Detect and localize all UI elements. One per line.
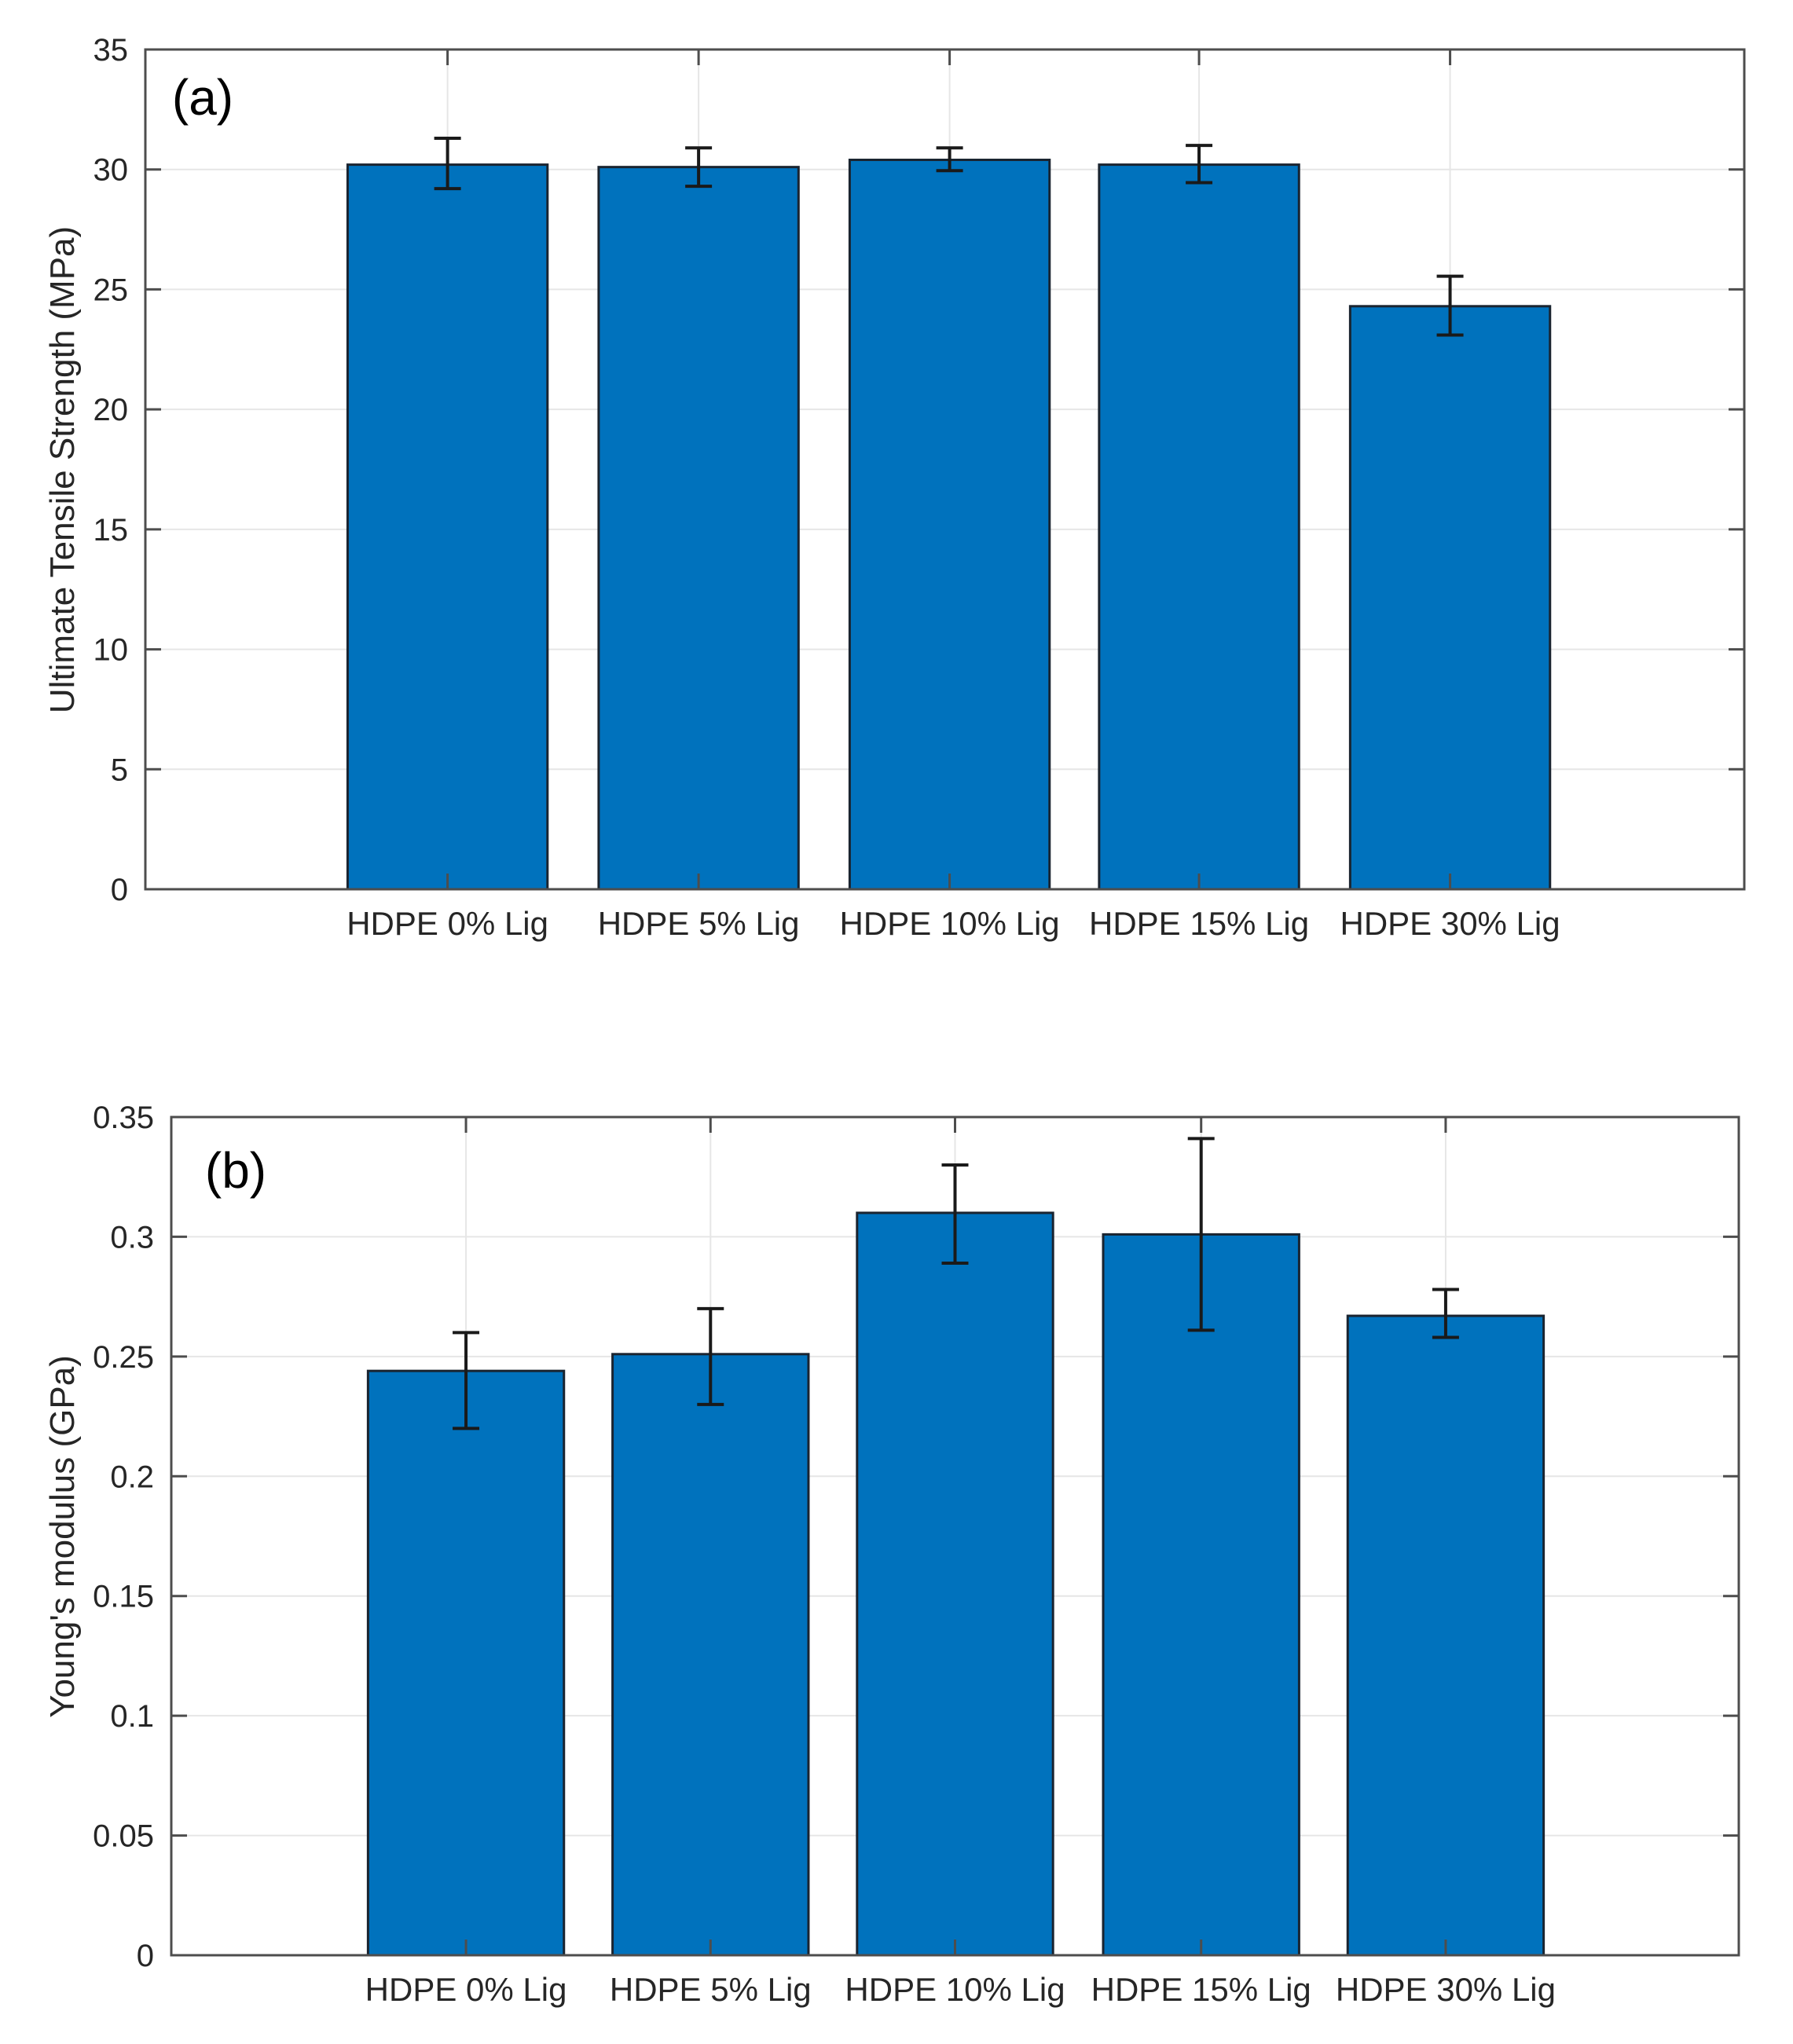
- y-tick-label: 15: [94, 513, 129, 548]
- error-bar-hdpe-0-lig: [453, 1331, 480, 1430]
- bar-hdpe-10-lig: [848, 158, 1051, 891]
- y-tick-label: 0.3: [110, 1220, 154, 1255]
- error-bar-hdpe-10-lig: [941, 1163, 969, 1265]
- error-bar-hdpe-30-lig: [1432, 1288, 1459, 1339]
- axes-frame: [144, 48, 1746, 891]
- bar-hdpe-10-lig: [856, 1211, 1054, 1957]
- bar-hdpe-15-lig: [1098, 163, 1300, 891]
- y-tick-label: 0: [137, 1939, 154, 1973]
- error-bar-hdpe-10-lig: [936, 146, 963, 173]
- bar-hdpe-15-lig: [1102, 1233, 1300, 1957]
- x-tick-label: HDPE 10% Lig: [840, 905, 1060, 942]
- panel-b: 0 0.05 0.1 0.15 0.2 0.25 0.3 0.35 HDPE 0% Lig HDP…: [93, 1101, 1740, 2008]
- panel-a-label: (a): [172, 69, 233, 126]
- error-bar-hdpe-15-lig: [1186, 144, 1213, 185]
- x-tick-label: HDPE 0% Lig: [365, 1971, 567, 2008]
- x-tick-label: HDPE 5% Lig: [598, 905, 800, 942]
- y-tick-label: 5: [111, 753, 128, 787]
- error-bar-hdpe-15-lig: [1187, 1137, 1215, 1332]
- y-tick-label: 0.05: [93, 1819, 154, 1854]
- bar-hdpe-5-lig: [611, 1353, 810, 1957]
- error-bar-hdpe-0-lig: [434, 137, 461, 191]
- bar-hdpe-30-lig: [1348, 305, 1552, 891]
- y-tick-label: 0: [111, 873, 128, 907]
- error-bar-hdpe-5-lig: [685, 146, 713, 189]
- x-tick-label: HDPE 30% Lig: [1336, 1971, 1556, 2008]
- bar-hdpe-5-lig: [597, 166, 800, 891]
- y-tick-label: 35: [94, 33, 129, 68]
- y-tick-label: 25: [94, 273, 129, 307]
- y-tick-label: 0.2: [110, 1460, 154, 1494]
- panel-b-y-axis-label: Young's modulus (GPa): [43, 1355, 82, 1718]
- bar-hdpe-0-lig: [346, 163, 549, 891]
- x-tick-label: HDPE 30% Lig: [1340, 905, 1560, 942]
- x-tick-label: HDPE 15% Lig: [1089, 905, 1309, 942]
- bar-hdpe-30-lig: [1346, 1314, 1546, 1957]
- y-tick-label: 0.25: [93, 1340, 154, 1375]
- error-bar-hdpe-5-lig: [697, 1306, 724, 1406]
- panel-a-y-axis-label: Ultimate Tensile Strength (MPa): [43, 226, 82, 713]
- error-bar-hdpe-30-lig: [1436, 274, 1464, 337]
- y-tick-label: 0.35: [93, 1101, 154, 1135]
- y-tick-label: 30: [94, 153, 129, 188]
- y-tick-label: 0.1: [110, 1699, 154, 1734]
- y-tick-label: 20: [94, 393, 129, 427]
- y-tick-label: 0.15: [93, 1580, 154, 1614]
- panel-a: 0 5 10 15 20 25 30 35 HDPE 0% Lig HDPE 5% Lig HDPE…: [94, 33, 1746, 942]
- panel-b-label: (b): [205, 1142, 266, 1199]
- bar-hdpe-0-lig: [366, 1369, 566, 1957]
- x-tick-label: HDPE 0% Lig: [346, 905, 548, 942]
- y-tick-label: 10: [94, 633, 129, 668]
- x-tick-label: HDPE 15% Lig: [1091, 1971, 1311, 2008]
- x-tick-label: HDPE 5% Lig: [610, 1971, 812, 2008]
- x-tick-label: HDPE 10% Lig: [845, 1971, 1065, 2008]
